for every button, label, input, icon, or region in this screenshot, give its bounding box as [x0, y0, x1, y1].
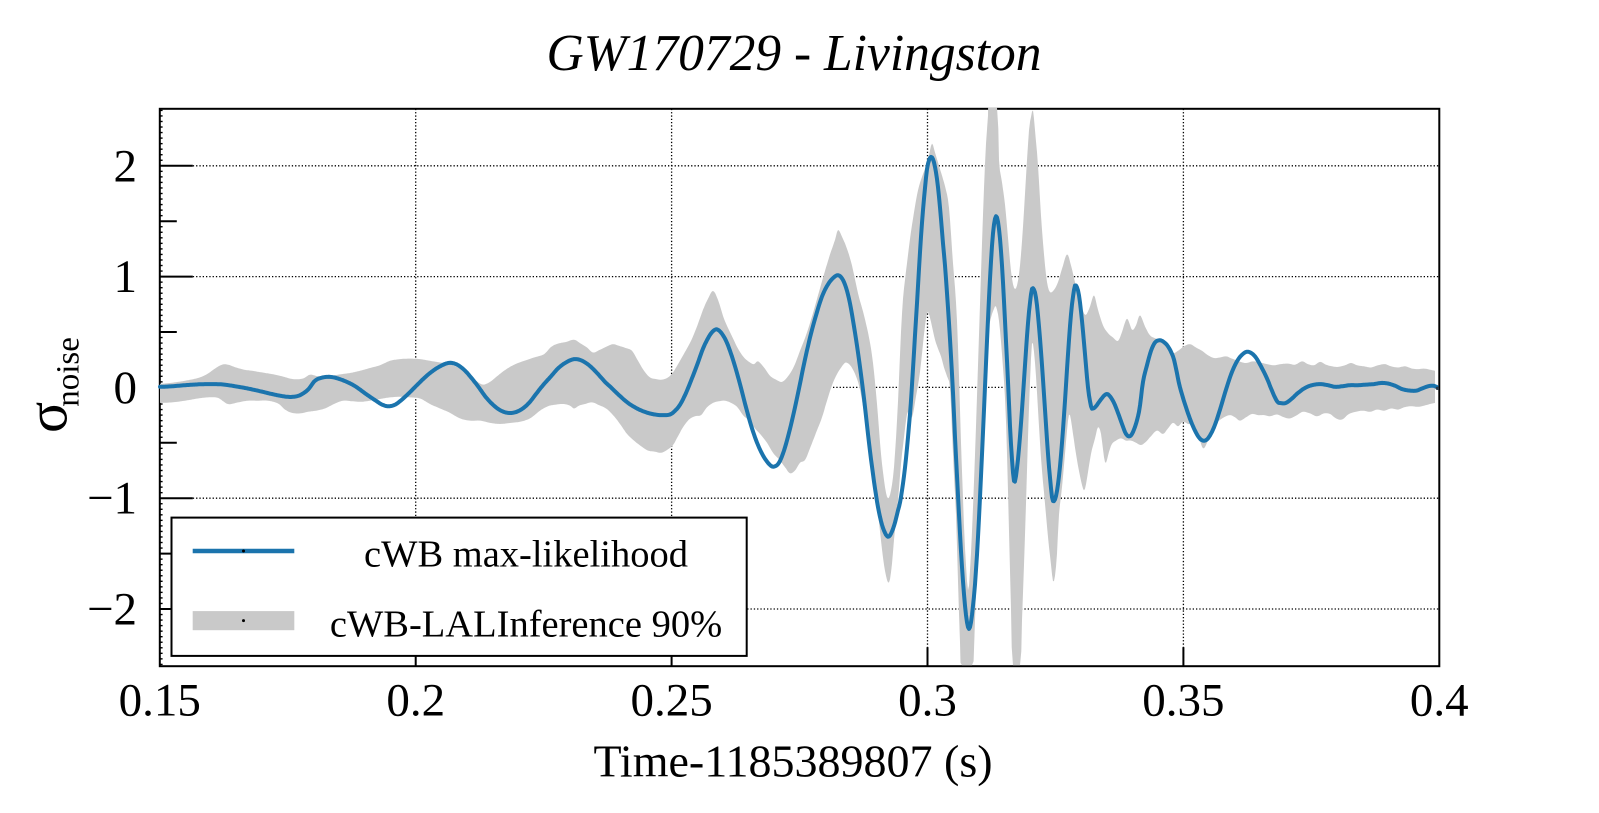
svg-text:0.15: 0.15 [119, 675, 201, 727]
svg-text:0.25: 0.25 [630, 675, 712, 727]
svg-text:GW170729 - Livingston: GW170729 - Livingston [547, 25, 1042, 82]
svg-text:0.3: 0.3 [898, 675, 957, 727]
svg-text:1: 1 [114, 251, 138, 303]
svg-text:cWB max-likelihood: cWB max-likelihood [364, 534, 688, 576]
svg-text:−2: −2 [87, 584, 137, 636]
svg-text:0.35: 0.35 [1142, 675, 1224, 727]
svg-text:Time-1185389807 (s): Time-1185389807 (s) [593, 736, 992, 787]
svg-text:0.2: 0.2 [386, 675, 445, 727]
svg-text:0: 0 [114, 362, 138, 414]
svg-text:cWB-LALInference 90%: cWB-LALInference 90% [330, 604, 722, 646]
svg-text:−1: −1 [87, 473, 137, 525]
svg-text:0.4: 0.4 [1410, 675, 1469, 727]
svg-text:2: 2 [114, 140, 138, 192]
